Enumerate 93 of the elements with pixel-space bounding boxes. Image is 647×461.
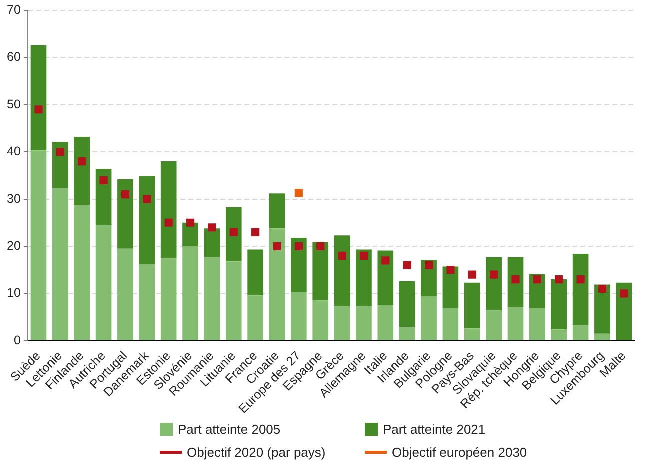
point	[121, 190, 130, 199]
point	[598, 284, 607, 294]
point	[208, 224, 216, 232]
point	[56, 148, 64, 156]
point	[294, 189, 303, 198]
bar	[226, 262, 242, 340]
point	[34, 106, 43, 114]
bar	[616, 282, 632, 340]
point	[316, 242, 325, 251]
bar	[74, 204, 90, 340]
legend-label: Objectif européen 2030	[392, 445, 528, 460]
point	[360, 252, 368, 260]
bar	[248, 250, 264, 296]
bar	[442, 308, 459, 340]
bar	[399, 327, 416, 340]
point	[403, 261, 412, 270]
point	[186, 218, 195, 227]
bar	[486, 310, 502, 340]
point	[490, 270, 498, 279]
bar	[52, 188, 68, 340]
bar	[421, 296, 437, 340]
bar	[204, 257, 220, 340]
bar	[356, 250, 372, 306]
bar	[160, 162, 177, 258]
bar	[594, 334, 610, 340]
y-tick-label: 60	[7, 50, 21, 64]
bar	[572, 325, 589, 340]
point	[382, 256, 390, 265]
bar	[312, 242, 329, 301]
bar	[269, 228, 286, 340]
point	[273, 242, 282, 251]
bar	[96, 169, 112, 226]
point	[533, 276, 542, 284]
point	[338, 252, 346, 260]
point	[230, 228, 238, 236]
y-tick-label: 50	[7, 97, 21, 112]
y-tick-label: 10	[7, 286, 21, 300]
bar	[508, 257, 524, 308]
bar	[30, 150, 47, 340]
bar	[378, 250, 394, 306]
legend-label: Objectif 2020 (par pays)	[187, 445, 326, 460]
bar	[486, 257, 502, 310]
bar	[139, 176, 156, 264]
point	[576, 276, 585, 284]
bar	[572, 254, 589, 326]
point	[620, 290, 628, 298]
bar	[139, 264, 156, 340]
bar	[551, 280, 568, 330]
y-tick-label: 0	[14, 333, 21, 348]
bar	[182, 222, 198, 246]
bar	[52, 142, 68, 188]
bar	[399, 281, 416, 328]
point	[252, 228, 260, 236]
bar	[464, 328, 480, 340]
point	[78, 158, 86, 166]
bar	[182, 246, 198, 340]
bar	[96, 225, 112, 340]
point	[555, 276, 564, 284]
bar	[30, 45, 47, 151]
bar	[530, 308, 546, 340]
point	[100, 176, 108, 184]
bar	[291, 238, 307, 292]
point	[468, 270, 476, 279]
bar	[594, 284, 610, 334]
bar	[204, 228, 220, 258]
y-tick-label: 40	[7, 144, 21, 159]
bar	[160, 258, 177, 340]
bar	[118, 248, 134, 340]
bar	[334, 306, 350, 340]
legend-label: Part atteinte 2021	[383, 422, 486, 437]
y-tick-label: 20	[7, 238, 21, 253]
bar	[291, 292, 307, 340]
bar	[248, 296, 264, 340]
y-tick-label: 30	[7, 192, 21, 206]
legend-label: Part atteinte 2005	[178, 422, 281, 437]
y-tick-label: 70	[7, 2, 21, 17]
bar	[226, 207, 242, 262]
point	[294, 242, 303, 251]
bar	[464, 282, 480, 329]
bar	[312, 300, 329, 340]
point	[143, 195, 152, 204]
bar	[118, 179, 134, 249]
bar	[378, 305, 394, 340]
bar	[508, 307, 524, 340]
point	[446, 266, 455, 274]
bar	[269, 194, 286, 229]
point	[164, 218, 173, 227]
point	[424, 261, 434, 270]
bar	[74, 136, 90, 205]
bar	[356, 306, 372, 340]
point	[512, 276, 520, 284]
bar	[551, 330, 568, 340]
bar	[334, 236, 350, 306]
